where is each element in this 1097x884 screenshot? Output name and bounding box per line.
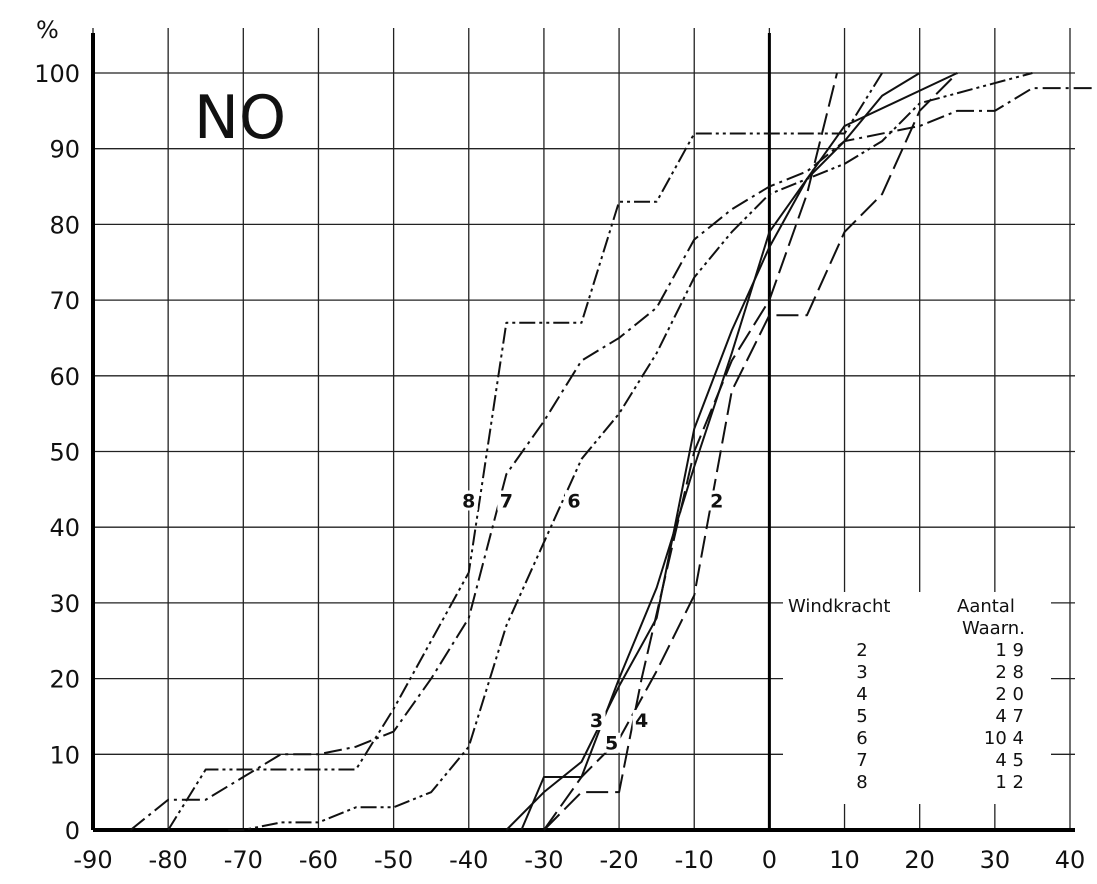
series-label-bg: [587, 710, 606, 731]
series-label-7: 7: [500, 490, 513, 512]
x-tick-label: -20: [599, 846, 638, 874]
series-label-5: 5: [605, 733, 618, 755]
y-axis-label: %: [36, 16, 59, 44]
tick-labels: -90 -80 -70 -60 -50 -40 -30 -20 -10 0 10 20 30 40 0 10 2…: [34, 60, 1085, 874]
series-label-bg: [497, 490, 516, 511]
x-tick-label: -50: [374, 846, 413, 874]
series-line-2: [543, 72, 958, 831]
y-tick-label: 70: [49, 287, 80, 315]
series-line-3: [520, 72, 921, 831]
series-label-3: 3: [590, 710, 603, 732]
series-label-bg: [632, 710, 651, 731]
legend-aantal: 4 7: [995, 706, 1024, 727]
legend-aantal: 2 0: [995, 684, 1024, 705]
legend-aantal: 1 9: [995, 640, 1024, 661]
legend-aantal: 4 5: [995, 750, 1024, 771]
chart-title: NO: [194, 83, 286, 153]
x-tick-label: -90: [73, 846, 112, 874]
x-tick-label: -40: [449, 846, 488, 874]
legend-aantal: 10 4: [984, 728, 1024, 749]
y-tick-label: 60: [49, 363, 80, 391]
legend-windkracht: 4: [856, 684, 867, 705]
x-tick-label: -10: [675, 846, 714, 874]
y-tick-label: 20: [49, 666, 80, 694]
y-tick-label: 50: [49, 439, 80, 467]
series-line-8: [167, 72, 883, 831]
x-tick-label: 30: [980, 846, 1011, 874]
legend-rows: 2 1 9 3 2 8 4 2 0 5 4 7 6 10 4 7 4 5 8 1 2: [856, 640, 1024, 793]
series-label-4: 4: [635, 710, 648, 732]
y-tick-label: 100: [34, 60, 80, 88]
series-labels: 2 3 45 6 7 8: [459, 490, 726, 755]
x-tick-label: -80: [149, 846, 188, 874]
series-line-4: [543, 72, 838, 831]
series-label-8: 8: [462, 490, 475, 512]
x-tick-label: 10: [829, 846, 860, 874]
legend-aantal: 1 2: [995, 772, 1024, 793]
legend-header-waarn: Waarn.: [962, 618, 1025, 639]
legend-windkracht: 5: [856, 706, 867, 727]
legend-windkracht: 6: [856, 728, 867, 749]
legend-windkracht: 2: [856, 640, 867, 661]
legend-windkracht: 3: [856, 662, 867, 683]
y-tick-label: 30: [49, 590, 80, 618]
x-tick-label: -30: [524, 846, 563, 874]
legend-background: [783, 592, 1051, 804]
x-tick-label: -70: [224, 846, 263, 874]
series-label-bg: [707, 490, 726, 511]
x-tick-label: 40: [1055, 846, 1086, 874]
legend-windkracht: 7: [856, 750, 867, 771]
y-tick-label: 40: [49, 514, 80, 542]
series-line-7: [129, 87, 1093, 831]
legend-header-windkracht: Windkracht: [788, 596, 890, 617]
series-label-2: 2: [710, 490, 723, 512]
series-label-bg: [602, 732, 621, 753]
legend-aantal: 2 8: [995, 662, 1024, 683]
y-tick-label: 80: [49, 211, 80, 239]
grid: [92, 28, 1075, 831]
legend-header-aantal: Aantal: [957, 596, 1015, 617]
legend: Windkracht Aantal Waarn. 2 1 9 3 2 8 4 2 0 5 4 …: [783, 592, 1051, 804]
y-tick-label: 0: [65, 817, 80, 845]
x-tick-label: 20: [904, 846, 935, 874]
series-label-bg: [459, 490, 478, 511]
legend-windkracht: 8: [856, 772, 867, 793]
series-line-6: [228, 72, 1033, 831]
series-layer: [129, 72, 1093, 831]
series-label-bg: [564, 490, 583, 511]
y-tick-label: 10: [49, 741, 80, 769]
axes: [91, 33, 1075, 832]
y-tick-label: 90: [49, 136, 80, 164]
series-label-6: 6: [567, 490, 580, 512]
x-tick-label: 0: [762, 846, 777, 874]
x-tick-label: -60: [299, 846, 338, 874]
